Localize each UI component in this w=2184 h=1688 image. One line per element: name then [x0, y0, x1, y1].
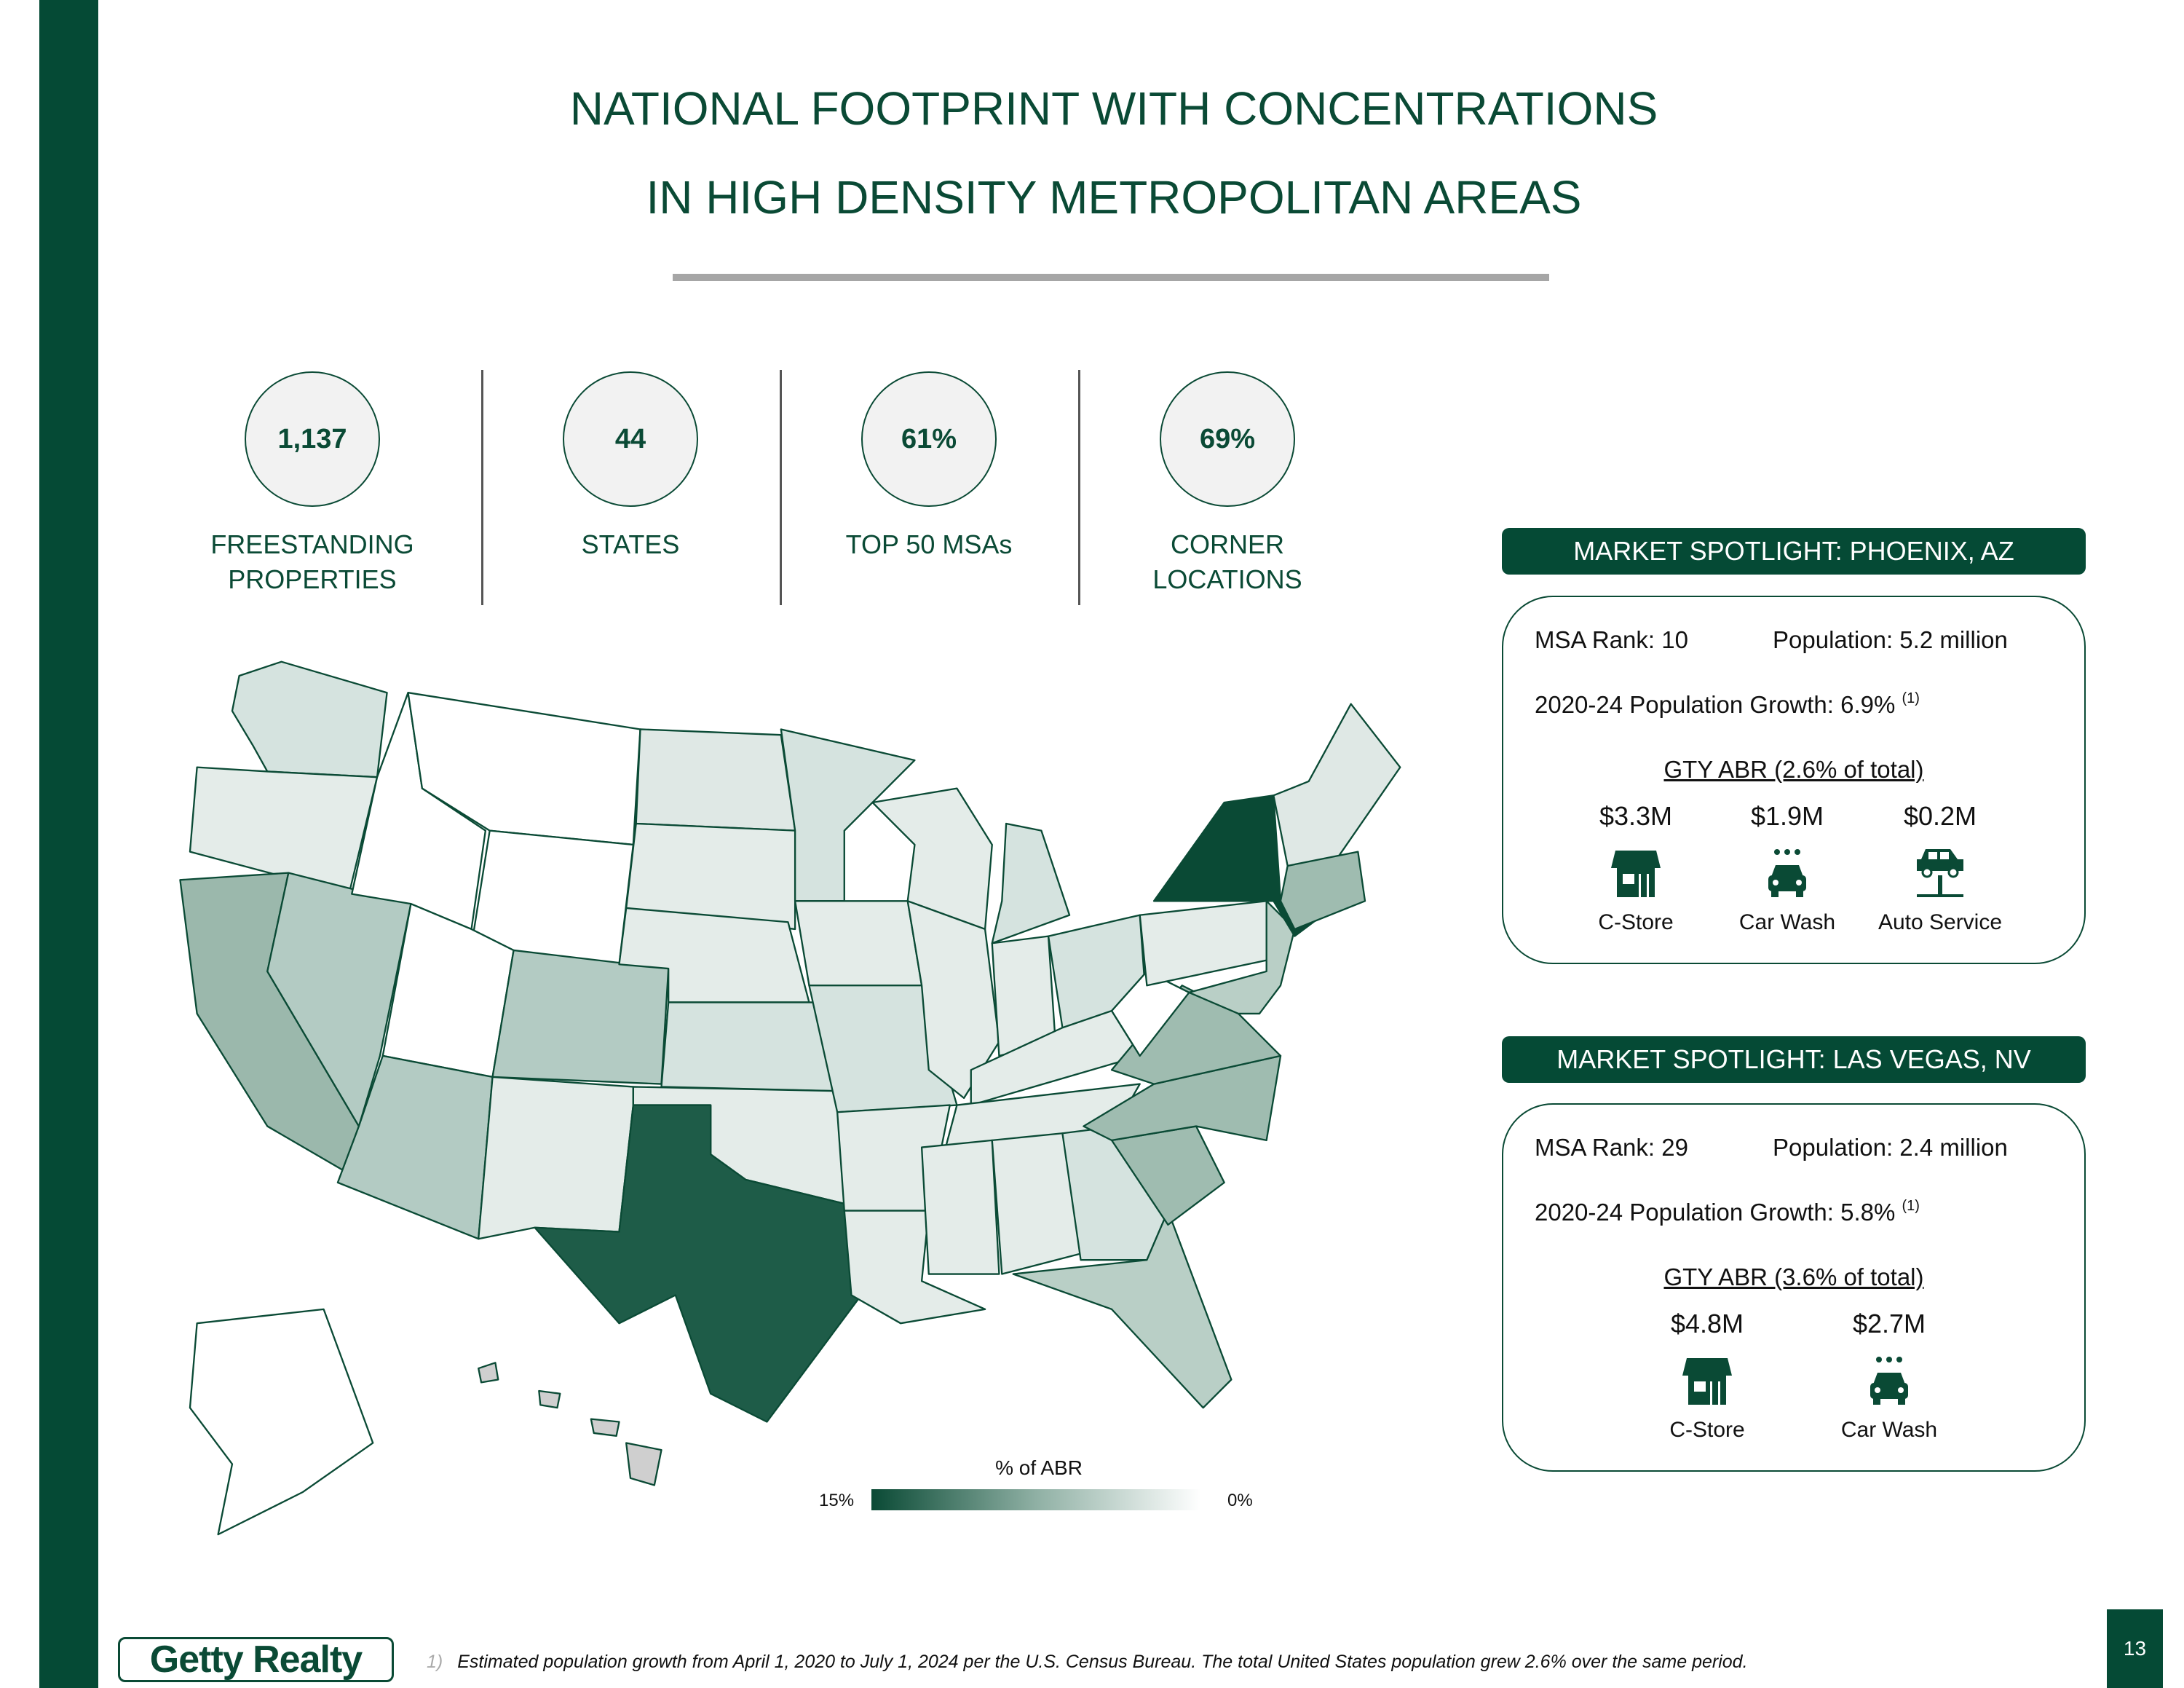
- state-sd: [625, 822, 796, 931]
- footnote-text: Estimated population growth from April 1…: [457, 1652, 1748, 1672]
- legend-gradient-bar: [871, 1489, 1200, 1510]
- population-growth: 2020-24 Population Growth: 6.9% (1): [1535, 690, 1920, 719]
- state-az: [336, 1054, 494, 1240]
- stat-msa-value: 61%: [861, 371, 997, 507]
- stat-properties-value: 1,137: [245, 371, 380, 507]
- lasvegas-spotlight-header: MARKET SPOTLIGHT: LAS VEGAS, NV: [1502, 1036, 2086, 1083]
- cstore-label: C-Store: [1669, 1418, 1745, 1442]
- growth-text: 2020-24 Population Growth: 6.9%: [1535, 691, 1896, 718]
- label-line: CORNER: [1170, 529, 1284, 559]
- legend-max: 15%: [819, 1491, 855, 1510]
- store-icon: [1682, 1358, 1732, 1405]
- growth-text: 2020-24 Population Growth: 5.8%: [1535, 1199, 1896, 1226]
- stat-divider: [780, 370, 782, 605]
- gty-abr-title: GTY ABR (3.6% of total): [1663, 1263, 1924, 1290]
- car-wash-icon: [1768, 849, 1806, 897]
- state-or: [189, 766, 379, 895]
- state-fl: [1012, 1210, 1233, 1409]
- state-ia: [794, 900, 923, 987]
- state-hi-3: [590, 1418, 620, 1437]
- label-line: PROPERTIES: [228, 564, 397, 594]
- cstore-value: $3.3M: [1599, 801, 1673, 831]
- page-title-line2: IN HIGH DENSITY METROPOLITAN AREAS: [646, 171, 1582, 224]
- title-divider: [673, 274, 1549, 281]
- state-nd: [635, 728, 796, 832]
- state-new-england-north: [1273, 703, 1401, 867]
- carwash-value: $2.7M: [1852, 1309, 1926, 1338]
- label-line: LOCATIONS: [1152, 564, 1302, 594]
- autoservice-value: $0.2M: [1903, 801, 1977, 831]
- autoservice-label: Auto Service: [1878, 910, 2003, 934]
- state-hi-1: [478, 1362, 499, 1384]
- stat-states-label: STATES: [581, 529, 680, 559]
- legend-title: % of ABR: [995, 1456, 1083, 1479]
- stat-corner-value: 69%: [1160, 371, 1295, 507]
- state-mi: [991, 822, 1071, 944]
- state-tx: [534, 1104, 863, 1423]
- carwash-value: $1.9M: [1750, 801, 1824, 831]
- state-ms: [920, 1139, 1000, 1275]
- cstore-label: C-Store: [1598, 910, 1674, 934]
- footnote-ref: (1): [1902, 690, 1920, 706]
- car-lift-icon: [1915, 848, 1965, 899]
- state-ma-ct-ri: [1279, 851, 1366, 931]
- state-nj-md-de: [1188, 900, 1296, 1015]
- stat-divider: [481, 370, 483, 605]
- legend-min: 0%: [1227, 1491, 1253, 1510]
- car-wash-icon: [1870, 1357, 1908, 1405]
- msa-rank: MSA Rank: 10: [1535, 626, 1688, 653]
- label-line: FREESTANDING: [210, 529, 414, 559]
- state-ak: [189, 1308, 374, 1536]
- state-hi-2: [538, 1389, 561, 1409]
- footnote-number: 1): [427, 1652, 443, 1672]
- carwash-label: Car Wash: [1840, 1418, 1938, 1442]
- gty-abr-title: GTY ABR (2.6% of total): [1663, 756, 1924, 783]
- population: Population: 2.4 million: [1773, 1134, 2008, 1161]
- state-il: [906, 900, 1000, 1100]
- stat-msa-label: TOP 50 MSAs: [845, 529, 1013, 559]
- stat-states-value: 44: [563, 371, 698, 507]
- getty-realty-logo: Getty Realty: [118, 1637, 394, 1682]
- state-co: [491, 949, 670, 1085]
- carwash-label: Car Wash: [1738, 910, 1836, 934]
- stat-properties-label: FREESTANDING PROPERTIES: [159, 527, 465, 597]
- sidebar-accent-bar: [39, 0, 98, 1688]
- state-ks: [660, 1001, 839, 1092]
- state-hi-4: [625, 1442, 662, 1486]
- phoenix-spotlight-header: MARKET SPOTLIGHT: PHOENIX, AZ: [1502, 528, 2086, 575]
- stat-corner-label: CORNER LOCATIONS: [1075, 527, 1380, 597]
- phoenix-spotlight-card: MSA Rank: 10 Population: 5.2 million 202…: [1502, 596, 2086, 964]
- population-growth: 2020-24 Population Growth: 5.8% (1): [1535, 1198, 1920, 1226]
- footnote: 1) Estimated population growth from April…: [427, 1652, 1748, 1673]
- footnote-ref: (1): [1902, 1198, 1920, 1214]
- page-number: 13: [2107, 1609, 2163, 1688]
- page-title-line1: NATIONAL FOOTPRINT WITH CONCENTRATIONS: [569, 82, 1658, 135]
- population: Population: 5.2 million: [1773, 626, 2008, 653]
- store-icon: [1611, 851, 1661, 897]
- state-nm: [478, 1076, 635, 1240]
- state-wa: [231, 660, 388, 778]
- lasvegas-spotlight-card: MSA Rank: 29 Population: 2.4 million 202…: [1502, 1103, 2086, 1472]
- cstore-value: $4.8M: [1670, 1309, 1744, 1338]
- stat-divider: [1078, 370, 1080, 605]
- msa-rank: MSA Rank: 29: [1535, 1134, 1688, 1161]
